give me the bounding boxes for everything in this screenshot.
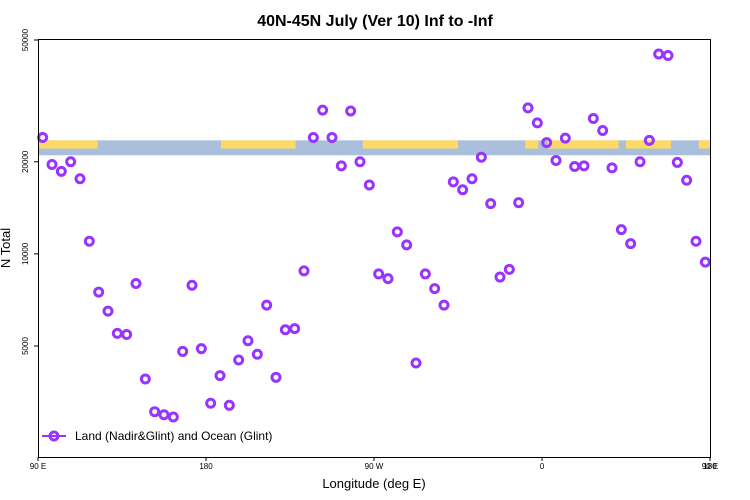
land-segment bbox=[220, 140, 296, 149]
data-point bbox=[513, 197, 525, 209]
data-point bbox=[335, 160, 347, 172]
data-point bbox=[382, 273, 394, 285]
data-point bbox=[419, 268, 431, 280]
data-point bbox=[65, 156, 77, 168]
data-point bbox=[326, 132, 338, 144]
legend-label: Land (Nadir&Glint) and Ocean (Glint) bbox=[75, 429, 272, 443]
data-point bbox=[671, 156, 683, 168]
data-point bbox=[233, 354, 245, 366]
y-axis: 5000 10000 20000 50000 bbox=[21, 28, 38, 355]
data-point bbox=[270, 371, 282, 383]
data-series bbox=[37, 48, 711, 423]
x-tick-label: 90 E bbox=[702, 462, 718, 471]
data-point bbox=[214, 370, 226, 382]
data-point bbox=[578, 160, 590, 172]
data-point bbox=[354, 156, 366, 168]
data-point bbox=[550, 154, 562, 166]
data-point bbox=[251, 348, 263, 360]
data-point bbox=[195, 343, 207, 355]
data-point bbox=[662, 49, 674, 61]
y-tick-label: 20000 bbox=[21, 150, 30, 173]
x-tick-label: 180 bbox=[199, 462, 213, 471]
data-point bbox=[606, 162, 618, 174]
data-point bbox=[149, 406, 161, 418]
data-point bbox=[643, 134, 655, 146]
data-point bbox=[307, 132, 319, 144]
data-point bbox=[177, 345, 189, 357]
data-point bbox=[289, 323, 301, 335]
data-point bbox=[130, 278, 142, 290]
land-segment bbox=[525, 140, 539, 149]
data-point bbox=[541, 137, 553, 149]
data-point bbox=[205, 397, 217, 409]
data-point bbox=[653, 48, 665, 60]
y-tick-label: 5000 bbox=[21, 337, 30, 355]
data-point bbox=[401, 239, 413, 251]
data-point bbox=[83, 235, 95, 247]
data-point bbox=[158, 409, 170, 421]
data-point bbox=[522, 102, 534, 114]
chart-title: 40N-45N July (Ver 10) Inf to -Inf bbox=[257, 13, 493, 30]
land-ocean-band bbox=[38, 140, 710, 156]
data-point bbox=[410, 357, 422, 369]
data-point bbox=[46, 158, 58, 170]
data-point bbox=[363, 179, 375, 191]
data-point bbox=[634, 156, 646, 168]
data-point bbox=[531, 117, 543, 129]
data-point bbox=[587, 112, 599, 124]
data-point bbox=[139, 373, 151, 385]
data-point bbox=[681, 174, 693, 186]
x-tick-label: 0 bbox=[540, 462, 545, 471]
data-point bbox=[391, 226, 403, 238]
data-point bbox=[345, 105, 357, 117]
land-segment bbox=[38, 140, 98, 149]
data-point bbox=[475, 151, 487, 163]
data-point bbox=[121, 329, 133, 341]
x-axis-label: Longitude (deg E) bbox=[322, 476, 425, 491]
data-point bbox=[261, 299, 273, 311]
data-point bbox=[167, 411, 179, 423]
y-axis-label: N Total bbox=[0, 228, 13, 268]
data-point bbox=[102, 305, 114, 317]
data-point bbox=[223, 399, 235, 411]
data-point bbox=[503, 263, 515, 275]
land-segment bbox=[547, 140, 619, 149]
data-point bbox=[494, 271, 506, 283]
data-point bbox=[74, 173, 86, 185]
data-point bbox=[186, 279, 198, 291]
data-point bbox=[597, 125, 609, 137]
data-point bbox=[485, 198, 497, 210]
data-point bbox=[615, 224, 627, 236]
x-tick-label: 180 bbox=[703, 462, 717, 471]
data-point bbox=[447, 176, 459, 188]
data-point bbox=[373, 268, 385, 280]
data-point bbox=[429, 283, 441, 295]
data-point bbox=[699, 256, 711, 268]
y-tick-label: 50000 bbox=[21, 28, 30, 51]
data-point bbox=[242, 335, 254, 347]
y-tick-label: 10000 bbox=[21, 242, 30, 265]
legend-marker bbox=[48, 430, 60, 442]
land-segment bbox=[362, 140, 458, 149]
data-point bbox=[466, 173, 478, 185]
data-point bbox=[55, 165, 67, 177]
legend: Land (Nadir&Glint) and Ocean (Glint) bbox=[42, 429, 272, 443]
land-segment bbox=[698, 140, 710, 149]
data-point bbox=[298, 265, 310, 277]
data-point bbox=[559, 132, 571, 144]
data-point bbox=[690, 235, 702, 247]
data-point bbox=[457, 184, 469, 196]
data-point bbox=[625, 238, 637, 250]
x-tick-label: 90 E bbox=[30, 462, 46, 471]
data-point bbox=[438, 299, 450, 311]
data-point bbox=[317, 104, 329, 116]
x-tick-label: 90 W bbox=[365, 462, 384, 471]
data-point bbox=[93, 286, 105, 298]
plot-area bbox=[37, 48, 711, 423]
